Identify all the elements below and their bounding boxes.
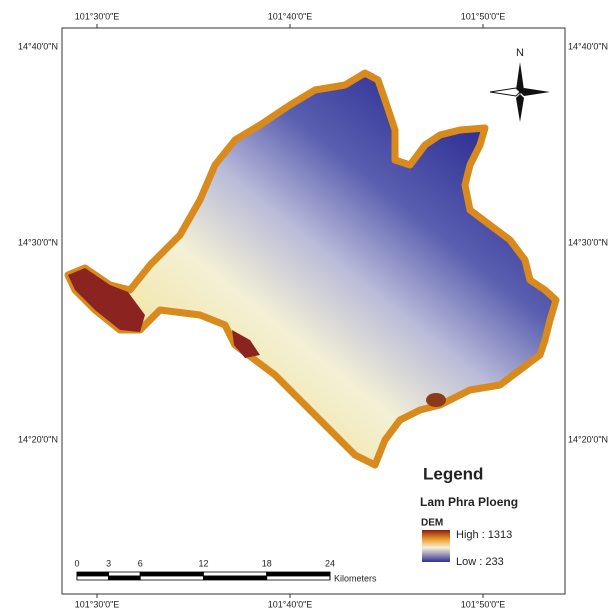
- legend-high: High : 1313: [456, 529, 512, 541]
- lat-label: 14°30'0"N: [18, 237, 58, 247]
- legend-field: DEM: [421, 518, 443, 529]
- north-label: N: [516, 47, 524, 59]
- scale-label: 12: [198, 558, 208, 568]
- scale-unit: Kilometers: [334, 573, 377, 583]
- lon-label: 101°40'0"E: [268, 599, 313, 609]
- map: N Legend Lam Phra Ploeng DEM High : 1313…: [0, 0, 611, 611]
- scale-segment: [267, 572, 330, 576]
- scale-segment: [77, 572, 109, 576]
- lon-label: 101°40'0"E: [268, 11, 313, 21]
- scale-segment: [140, 572, 203, 576]
- scale-label: 18: [262, 558, 272, 568]
- high-terrain: [426, 393, 446, 407]
- scale-segment: [109, 572, 141, 576]
- lon-label: 101°30'0"E: [75, 599, 120, 609]
- lon-label: 101°50'0"E: [461, 11, 506, 21]
- scale-segment: [77, 576, 109, 580]
- scale-segment: [109, 576, 141, 580]
- legend-title: Legend: [423, 464, 483, 483]
- watershed: [68, 73, 556, 465]
- scale-label: 6: [138, 558, 143, 568]
- lat-label: 14°40'0"N: [18, 41, 58, 51]
- lat-label: 14°20'0"N: [568, 434, 608, 444]
- lon-label: 101°30'0"E: [75, 11, 120, 21]
- scale-label: 0: [74, 558, 79, 568]
- scale-segment: [204, 572, 267, 576]
- scale-segment: [204, 576, 267, 580]
- lon-label: 101°50'0"E: [461, 599, 506, 609]
- north-arrow: [490, 62, 550, 122]
- scale-label: 24: [325, 558, 335, 568]
- lat-label: 14°20'0"N: [18, 434, 58, 444]
- legend-layer: Lam Phra Ploeng: [420, 495, 518, 509]
- scale-segment: [267, 576, 330, 580]
- legend-ramp: [422, 530, 450, 562]
- lat-label: 14°30'0"N: [568, 237, 608, 247]
- scale-label: 3: [106, 558, 111, 568]
- legend-low: Low : 233: [456, 556, 504, 568]
- scale-segment: [140, 576, 203, 580]
- lat-label: 14°40'0"N: [568, 41, 608, 51]
